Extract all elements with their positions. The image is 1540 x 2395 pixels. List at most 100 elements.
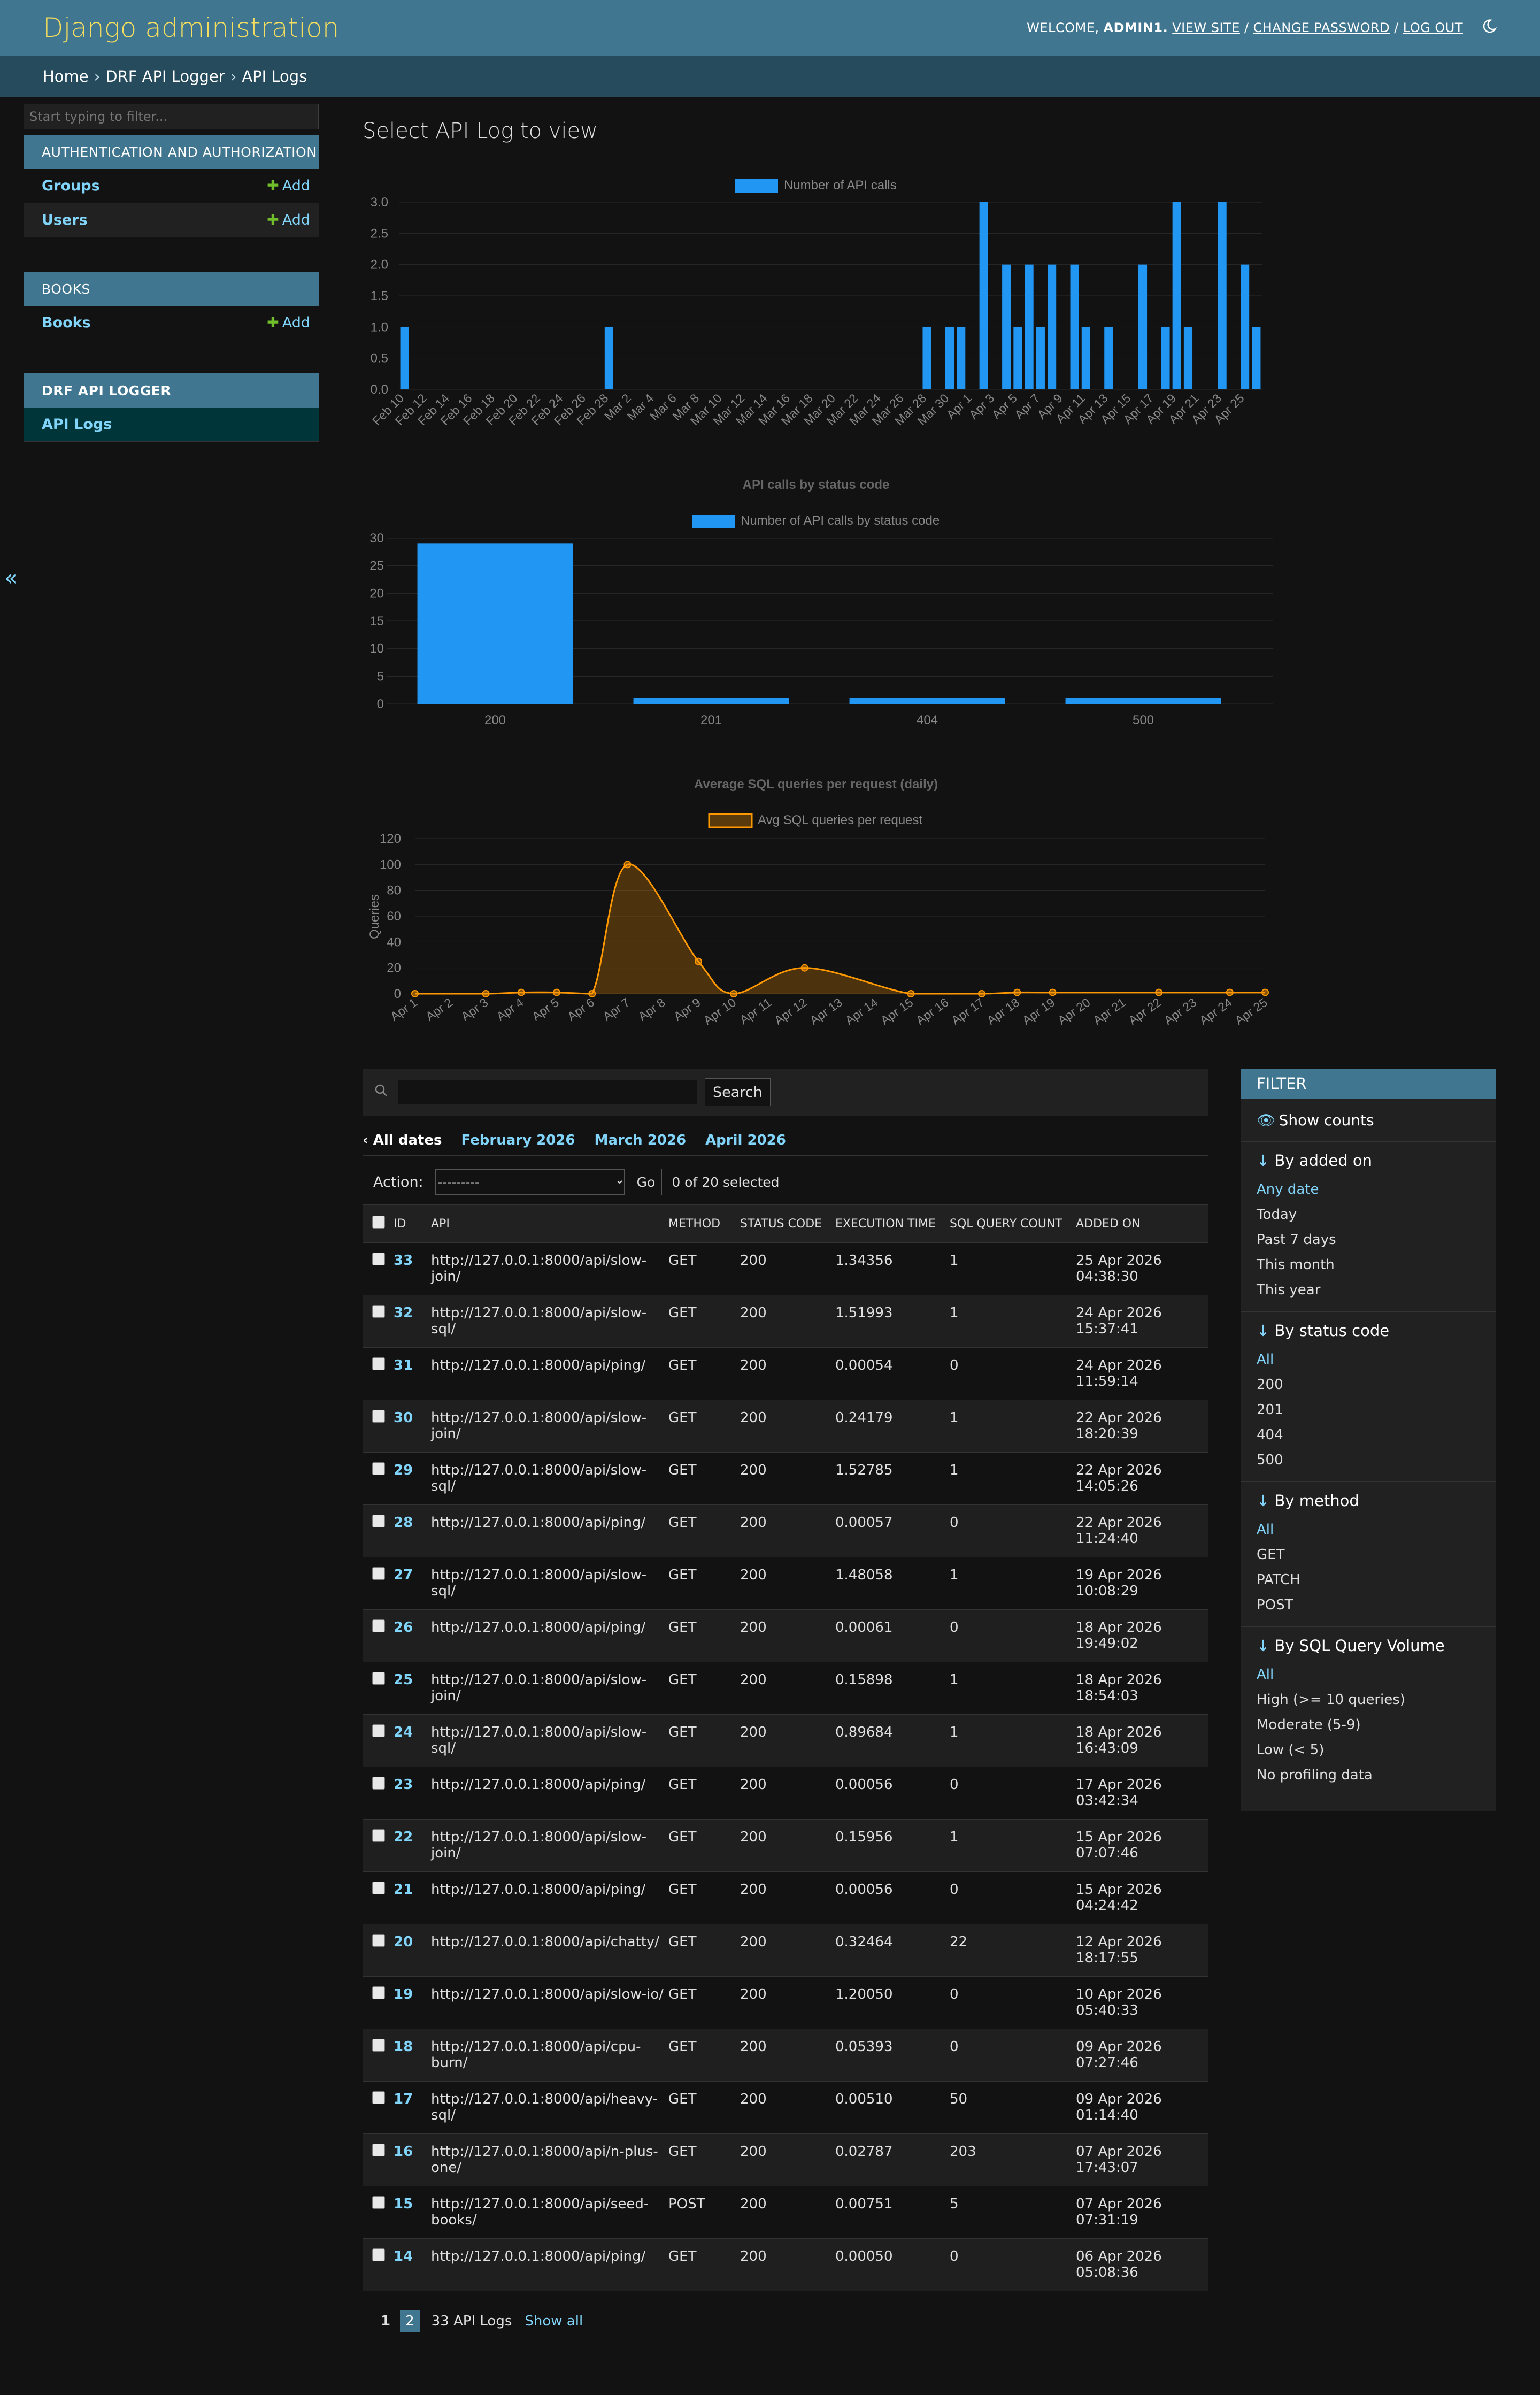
row-checkbox[interactable] (372, 2248, 385, 2261)
site-branding[interactable]: Django administration (43, 12, 340, 43)
row-checkbox[interactable] (372, 1462, 385, 1475)
add-book-button[interactable]: ✚ Add (267, 314, 310, 331)
row-checkbox[interactable] (372, 1515, 385, 1527)
row-id-link[interactable]: 18 (394, 2039, 413, 2055)
filter-option[interactable]: All (1257, 1522, 1274, 1538)
show-counts-link[interactable]: 👁 Show counts (1241, 1099, 1496, 1142)
app-books-caption[interactable]: BOOKS (24, 272, 319, 306)
filter-group-title[interactable]: ↓ By method (1257, 1492, 1359, 1510)
log-out-link[interactable]: LOG OUT (1403, 20, 1463, 35)
row-id-link[interactable]: 17 (394, 2091, 413, 2107)
column-header-id[interactable]: ID (394, 1217, 406, 1231)
column-header-api[interactable]: API (431, 1217, 450, 1231)
row-id-link[interactable]: 30 (394, 1410, 413, 1426)
filter-group-title[interactable]: ↓ By status code (1257, 1322, 1390, 1340)
filter-option[interactable]: Low (< 5) (1257, 1742, 1325, 1758)
column-header-method[interactable]: METHOD (668, 1217, 721, 1231)
row-id-link[interactable]: 27 (394, 1567, 413, 1583)
row-id-link[interactable]: 31 (394, 1357, 413, 1373)
filter-option[interactable]: GET (1257, 1547, 1285, 1563)
action-select[interactable]: --------- (435, 1169, 625, 1195)
date-link-february[interactable]: February 2026 (461, 1132, 575, 1148)
row-checkbox[interactable] (372, 2144, 385, 2156)
row-id-link[interactable]: 29 (394, 1462, 413, 1478)
row-id-link[interactable]: 21 (394, 1882, 413, 1898)
row-id-link[interactable]: 22 (394, 1829, 413, 1845)
row-checkbox[interactable] (372, 1672, 385, 1685)
filter-option[interactable]: 200 (1257, 1377, 1283, 1393)
column-header-execution-time[interactable]: EXECUTION TIME (835, 1217, 936, 1231)
sidebar-item-api-logs-link[interactable]: API Logs (42, 416, 112, 433)
filter-option[interactable]: Today (1257, 1207, 1297, 1223)
filter-option[interactable]: High (>= 10 queries) (1257, 1692, 1405, 1708)
row-checkbox[interactable] (372, 1410, 385, 1423)
row-id-link[interactable]: 33 (394, 1253, 413, 1269)
filter-option[interactable]: POST (1257, 1597, 1293, 1613)
row-id-link[interactable]: 23 (394, 1777, 413, 1793)
row-id-link[interactable]: 26 (394, 1619, 413, 1636)
date-link-april[interactable]: April 2026 (705, 1132, 786, 1148)
row-id-link[interactable]: 32 (394, 1305, 413, 1321)
nav-filter-input[interactable] (24, 104, 319, 129)
filter-option[interactable]: Any date (1257, 1181, 1319, 1198)
row-checkbox[interactable] (372, 1253, 385, 1265)
app-auth-caption[interactable]: AUTHENTICATION AND AUTHORIZATION (24, 135, 319, 169)
row-id-link[interactable]: 25 (394, 1672, 413, 1688)
select-all-checkbox[interactable] (372, 1216, 385, 1229)
add-group-button[interactable]: ✚ Add (267, 178, 310, 194)
row-id-link[interactable]: 24 (394, 1724, 413, 1740)
row-checkbox[interactable] (372, 2091, 385, 2104)
filter-group-title[interactable]: ↓ By added on (1257, 1152, 1372, 1170)
row-id-link[interactable]: 28 (394, 1515, 413, 1531)
row-checkbox[interactable] (372, 1357, 385, 1370)
app-drf-api-logger-caption[interactable]: DRF API LOGGER (24, 373, 319, 408)
filter-option[interactable]: This month (1257, 1257, 1335, 1273)
row-checkbox[interactable] (372, 1777, 385, 1790)
filter-group-title[interactable]: ↓ By SQL Query Volume (1257, 1637, 1445, 1655)
filter-option[interactable]: This year (1257, 1282, 1321, 1298)
row-checkbox[interactable] (372, 1986, 385, 1999)
column-header-status-code[interactable]: STATUS CODE (740, 1217, 822, 1231)
search-button[interactable]: Search (705, 1078, 771, 1106)
sidebar-item-books-link[interactable]: Books (42, 314, 91, 331)
filter-option[interactable]: No profiling data (1257, 1767, 1373, 1783)
filter-option[interactable]: Past 7 days (1257, 1232, 1336, 1248)
show-all-link[interactable]: Show all (525, 2313, 583, 2329)
filter-option[interactable]: Moderate (5-9) (1257, 1717, 1361, 1733)
row-id-link[interactable]: 19 (394, 1986, 413, 2002)
page-2-link[interactable]: 2 (400, 2310, 420, 2332)
row-checkbox[interactable] (372, 2196, 385, 2209)
sidebar-item-groups-link[interactable]: Groups (42, 178, 100, 194)
add-user-button[interactable]: ✚ Add (267, 212, 310, 228)
row-checkbox[interactable] (372, 1567, 385, 1580)
search-input[interactable] (398, 1080, 697, 1104)
filter-option[interactable]: All (1257, 1352, 1274, 1368)
breadcrumb-home[interactable]: Home (43, 67, 89, 86)
row-checkbox[interactable] (372, 1829, 385, 1842)
filter-option[interactable]: 404 (1257, 1427, 1283, 1443)
sidebar-collapse-icon[interactable]: « (4, 566, 18, 590)
filter-option[interactable]: 500 (1257, 1452, 1283, 1468)
column-header-sql-query-count[interactable]: SQL QUERY COUNT (950, 1217, 1062, 1231)
row-id-link[interactable]: 20 (394, 1934, 413, 1950)
row-checkbox[interactable] (372, 1934, 385, 1947)
date-link-march[interactable]: March 2026 (594, 1132, 687, 1148)
row-checkbox[interactable] (372, 1882, 385, 1894)
row-id-link[interactable]: 16 (394, 2144, 413, 2160)
all-dates-link[interactable]: ‹ All dates (363, 1132, 442, 1148)
row-id-link[interactable]: 15 (394, 2196, 413, 2212)
filter-option[interactable]: 201 (1257, 1402, 1283, 1418)
filter-option[interactable]: PATCH (1257, 1572, 1300, 1588)
sidebar-item-users-link[interactable]: Users (42, 212, 88, 228)
moon-icon[interactable] (1481, 18, 1497, 37)
row-checkbox[interactable] (372, 1619, 385, 1632)
row-checkbox[interactable] (372, 1305, 385, 1318)
filter-option[interactable]: All (1257, 1667, 1274, 1683)
row-checkbox[interactable] (372, 2039, 385, 2052)
breadcrumb-app[interactable]: DRF API Logger (105, 67, 225, 86)
change-password-link[interactable]: CHANGE PASSWORD (1253, 20, 1390, 35)
go-button[interactable]: Go (629, 1169, 663, 1195)
column-header-added-on[interactable]: ADDED ON (1076, 1217, 1141, 1231)
view-site-link[interactable]: VIEW SITE (1172, 20, 1240, 35)
row-id-link[interactable]: 14 (394, 2248, 413, 2264)
